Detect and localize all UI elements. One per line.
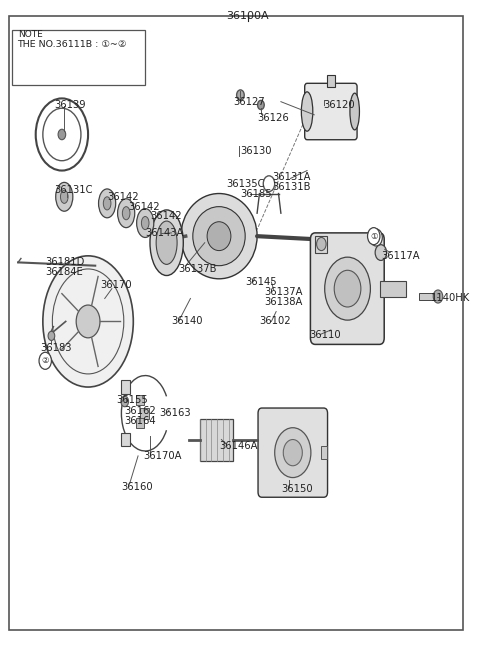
Ellipse shape xyxy=(375,245,386,260)
Text: 36100A: 36100A xyxy=(226,11,269,22)
Text: NOTE: NOTE xyxy=(18,30,43,39)
Ellipse shape xyxy=(60,190,68,203)
FancyBboxPatch shape xyxy=(311,233,384,344)
Text: 36117A: 36117A xyxy=(381,251,420,261)
Bar xyxy=(419,293,436,300)
Bar xyxy=(322,446,327,459)
Text: 36185: 36185 xyxy=(240,188,272,199)
Text: 36164: 36164 xyxy=(124,416,156,426)
Ellipse shape xyxy=(324,257,371,320)
FancyBboxPatch shape xyxy=(258,408,327,497)
Ellipse shape xyxy=(283,440,302,466)
Text: 1140HK: 1140HK xyxy=(431,293,470,304)
Text: 36146A: 36146A xyxy=(219,441,257,451)
Ellipse shape xyxy=(334,270,361,307)
Bar xyxy=(12,30,145,85)
Ellipse shape xyxy=(275,428,311,478)
Text: 36130: 36130 xyxy=(240,146,272,156)
Ellipse shape xyxy=(181,194,257,279)
Ellipse shape xyxy=(98,189,116,218)
Circle shape xyxy=(368,228,380,245)
Ellipse shape xyxy=(301,92,313,131)
Bar xyxy=(136,418,144,428)
Ellipse shape xyxy=(118,199,135,228)
Text: 36138A: 36138A xyxy=(264,297,302,307)
Text: 36160: 36160 xyxy=(121,482,153,492)
Ellipse shape xyxy=(122,207,130,220)
Ellipse shape xyxy=(317,237,326,251)
Bar xyxy=(327,75,335,87)
Ellipse shape xyxy=(433,290,443,303)
Circle shape xyxy=(370,229,382,246)
Text: 36170: 36170 xyxy=(100,280,132,291)
Bar xyxy=(315,236,327,253)
Text: 36102: 36102 xyxy=(260,316,291,327)
Ellipse shape xyxy=(350,93,360,130)
Ellipse shape xyxy=(121,396,129,407)
Text: ②: ② xyxy=(41,356,49,365)
Text: 36126: 36126 xyxy=(257,113,289,123)
Bar xyxy=(380,281,406,297)
Text: 36143A: 36143A xyxy=(145,228,183,238)
Bar xyxy=(136,395,144,405)
Text: 36183: 36183 xyxy=(40,342,72,353)
Ellipse shape xyxy=(103,197,111,210)
Text: 36184E: 36184E xyxy=(45,267,83,277)
Text: 36170A: 36170A xyxy=(143,451,181,461)
Ellipse shape xyxy=(193,207,245,266)
Text: 36163: 36163 xyxy=(159,408,191,419)
Ellipse shape xyxy=(142,216,149,230)
Circle shape xyxy=(39,352,51,369)
Text: 36142: 36142 xyxy=(129,201,160,212)
Text: 36120: 36120 xyxy=(324,100,355,110)
Text: 36139: 36139 xyxy=(55,100,86,110)
Text: 36140: 36140 xyxy=(171,316,203,327)
Ellipse shape xyxy=(156,221,177,264)
Text: 36110: 36110 xyxy=(310,329,341,340)
Text: 36137A: 36137A xyxy=(264,287,303,297)
Text: ①: ① xyxy=(370,232,377,241)
Text: 36155: 36155 xyxy=(117,395,148,405)
Ellipse shape xyxy=(48,331,55,340)
Text: 36131B: 36131B xyxy=(272,182,311,192)
Text: 36181D: 36181D xyxy=(45,257,84,268)
Ellipse shape xyxy=(237,90,244,100)
Text: 36145: 36145 xyxy=(245,277,277,287)
Ellipse shape xyxy=(137,209,154,237)
Ellipse shape xyxy=(56,182,73,211)
Ellipse shape xyxy=(258,100,264,110)
Ellipse shape xyxy=(207,222,231,251)
Text: THE NO.36111B : ①~②: THE NO.36111B : ①~② xyxy=(17,40,126,49)
Bar xyxy=(200,419,233,461)
Bar xyxy=(121,433,130,446)
Text: 36142: 36142 xyxy=(107,192,139,202)
Text: 36137B: 36137B xyxy=(179,264,217,274)
Text: 36142: 36142 xyxy=(150,211,181,222)
Bar xyxy=(121,380,130,394)
Text: 1: 1 xyxy=(373,233,379,242)
Ellipse shape xyxy=(43,256,133,387)
Ellipse shape xyxy=(58,129,66,140)
Text: 36131C: 36131C xyxy=(55,185,93,195)
Text: 36127: 36127 xyxy=(233,96,265,107)
Ellipse shape xyxy=(43,108,81,161)
Text: 36150: 36150 xyxy=(281,483,312,494)
Ellipse shape xyxy=(150,210,183,276)
FancyBboxPatch shape xyxy=(305,83,357,140)
Text: 36135C: 36135C xyxy=(226,178,264,189)
Bar xyxy=(141,408,149,419)
Text: 36131A: 36131A xyxy=(272,172,311,182)
Text: 36162: 36162 xyxy=(124,406,156,417)
Ellipse shape xyxy=(76,305,100,338)
